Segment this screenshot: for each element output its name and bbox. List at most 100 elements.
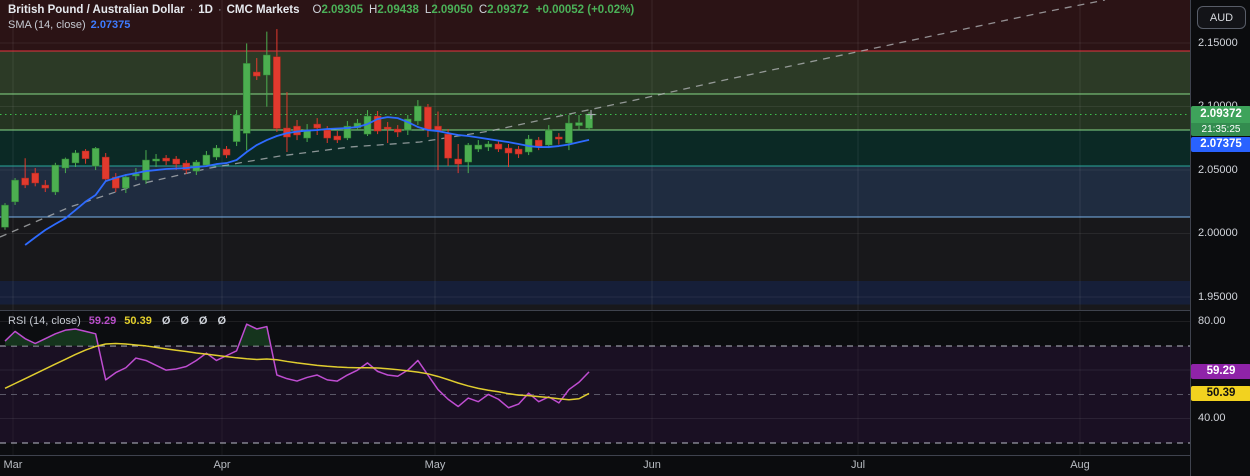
candle-down (182, 162, 191, 171)
close-label: C (478, 4, 488, 16)
candle-up (61, 158, 70, 169)
candle-up (152, 158, 160, 162)
candle-down (333, 135, 342, 141)
rsi-ma-value-badge: 50.39 (1191, 385, 1250, 401)
price-tick-label: 2.00000 (1198, 227, 1238, 240)
candle-down (162, 157, 170, 162)
candle-up (545, 129, 553, 146)
candle-down (555, 136, 563, 140)
open-label: O (312, 4, 322, 16)
candle-down (373, 115, 382, 132)
rsi-legend[interactable]: RSI (14, close) 59.29 50.39 ØØØØ (8, 315, 236, 327)
bar-countdown: 21:35:25 (1191, 122, 1250, 136)
legend-separator: · (217, 4, 222, 16)
candle-down (253, 71, 261, 77)
symbol-title[interactable]: British Pound / Australian Dollar (8, 4, 185, 16)
candle-down (41, 184, 50, 189)
time-axis-month-label: Aug (1070, 459, 1090, 471)
price-zone-band (0, 130, 1190, 166)
price-tick-label: 1.95000 (1198, 290, 1238, 303)
price-zone-band (0, 51, 1190, 95)
interval-label[interactable]: 1D (198, 4, 213, 16)
rsi-ma-line (4, 342, 590, 401)
candle-down (383, 126, 392, 130)
price-tick-label: 2.05000 (1198, 163, 1238, 176)
candle-down (273, 56, 281, 129)
candle-up (464, 144, 472, 163)
time-axis-month-label: Jun (643, 459, 661, 471)
candle-up (122, 176, 130, 189)
legend-separator: · (189, 4, 194, 16)
last-price-badge[interactable]: 2.09372 21:35:25 (1191, 105, 1250, 136)
candle-up (575, 122, 583, 126)
candle-down (323, 129, 331, 139)
price-axis[interactable]: AUD 2.150002.100002.050002.000001.950008… (1190, 0, 1250, 476)
price-zone-band (0, 94, 1190, 131)
time-axis-month-label: Mar (3, 459, 23, 471)
rsi-hidden-plot-placeholders: ØØØØ (161, 315, 237, 327)
rsi-line (4, 323, 590, 409)
rsi-overbought-fill (5, 324, 590, 346)
open-value: 2.09305 (321, 4, 364, 16)
sma-label: SMA (14, close) (8, 19, 86, 31)
candle-down (514, 148, 523, 155)
time-axis-month-label: Apr (213, 459, 231, 471)
rsi-label: RSI (14, close) (8, 315, 81, 327)
main-legend: British Pound / Australian Dollar · 1D ·… (8, 4, 634, 31)
candle-up (565, 122, 573, 144)
candle-down (424, 106, 432, 131)
candle-down (313, 123, 321, 129)
candle-up (263, 54, 271, 76)
candle-up (1, 204, 9, 228)
time-axis-month-label: Jul (850, 459, 866, 471)
sma-price-badge: 2.07375 (1191, 136, 1250, 152)
candle-up (202, 154, 211, 166)
sma-legend[interactable]: SMA (14, close) 2.07375 (8, 19, 634, 31)
change-value: +0.00052 (+0.02%) (535, 4, 635, 16)
ohlc-values: O2.09305 H2.09438 L2.09050 C2.09372 (312, 4, 528, 16)
candle-down (222, 148, 231, 156)
candle-down (393, 128, 402, 133)
rsi-ma-value: 50.39 (124, 315, 152, 327)
candle-down (444, 133, 452, 159)
rsi-value: 59.29 (88, 315, 117, 327)
last-price-value: 2.09372 (1191, 105, 1250, 123)
price-tick-label: 2.15000 (1198, 36, 1238, 49)
candle-up (11, 179, 19, 203)
exchange-label: CMC Markets (226, 4, 300, 16)
candle-up (484, 143, 493, 148)
low-label: L (424, 4, 432, 16)
candle-up (242, 63, 251, 134)
candle-down (454, 158, 462, 165)
candle-up (343, 125, 352, 139)
candle-down (101, 156, 110, 180)
price-zone-band (0, 217, 1190, 282)
candle-up (474, 144, 483, 150)
rsi-tick-label: 80.00 (1198, 315, 1226, 328)
sma-line (24, 116, 590, 246)
high-value: 2.09438 (377, 4, 419, 16)
price-zone-band (0, 304, 1190, 310)
candle-up (212, 147, 221, 158)
price-zone-band (0, 281, 1190, 305)
price-zone-band (0, 165, 1190, 218)
candle-down (81, 150, 90, 159)
currency-button[interactable]: AUD (1197, 6, 1246, 29)
price-zone-band (0, 0, 1190, 52)
sma-value: 2.07375 (90, 19, 131, 31)
candle-up (51, 164, 60, 193)
candle-down (504, 147, 513, 154)
time-axis[interactable]: Mar Apr May Jun Jul Aug (0, 456, 1250, 476)
candle-down (21, 177, 29, 186)
candle-down (172, 158, 180, 165)
candle-down (494, 143, 503, 150)
candle-up (414, 105, 422, 122)
candle-up (232, 114, 241, 142)
rsi-tick-label: 40.00 (1198, 412, 1226, 425)
close-value: 2.09372 (487, 4, 529, 16)
rsi-value-badge: 59.29 (1191, 364, 1250, 380)
low-value: 2.09050 (431, 4, 473, 16)
time-axis-month-label: May (424, 459, 446, 471)
trendline-dashed (0, 0, 1106, 238)
